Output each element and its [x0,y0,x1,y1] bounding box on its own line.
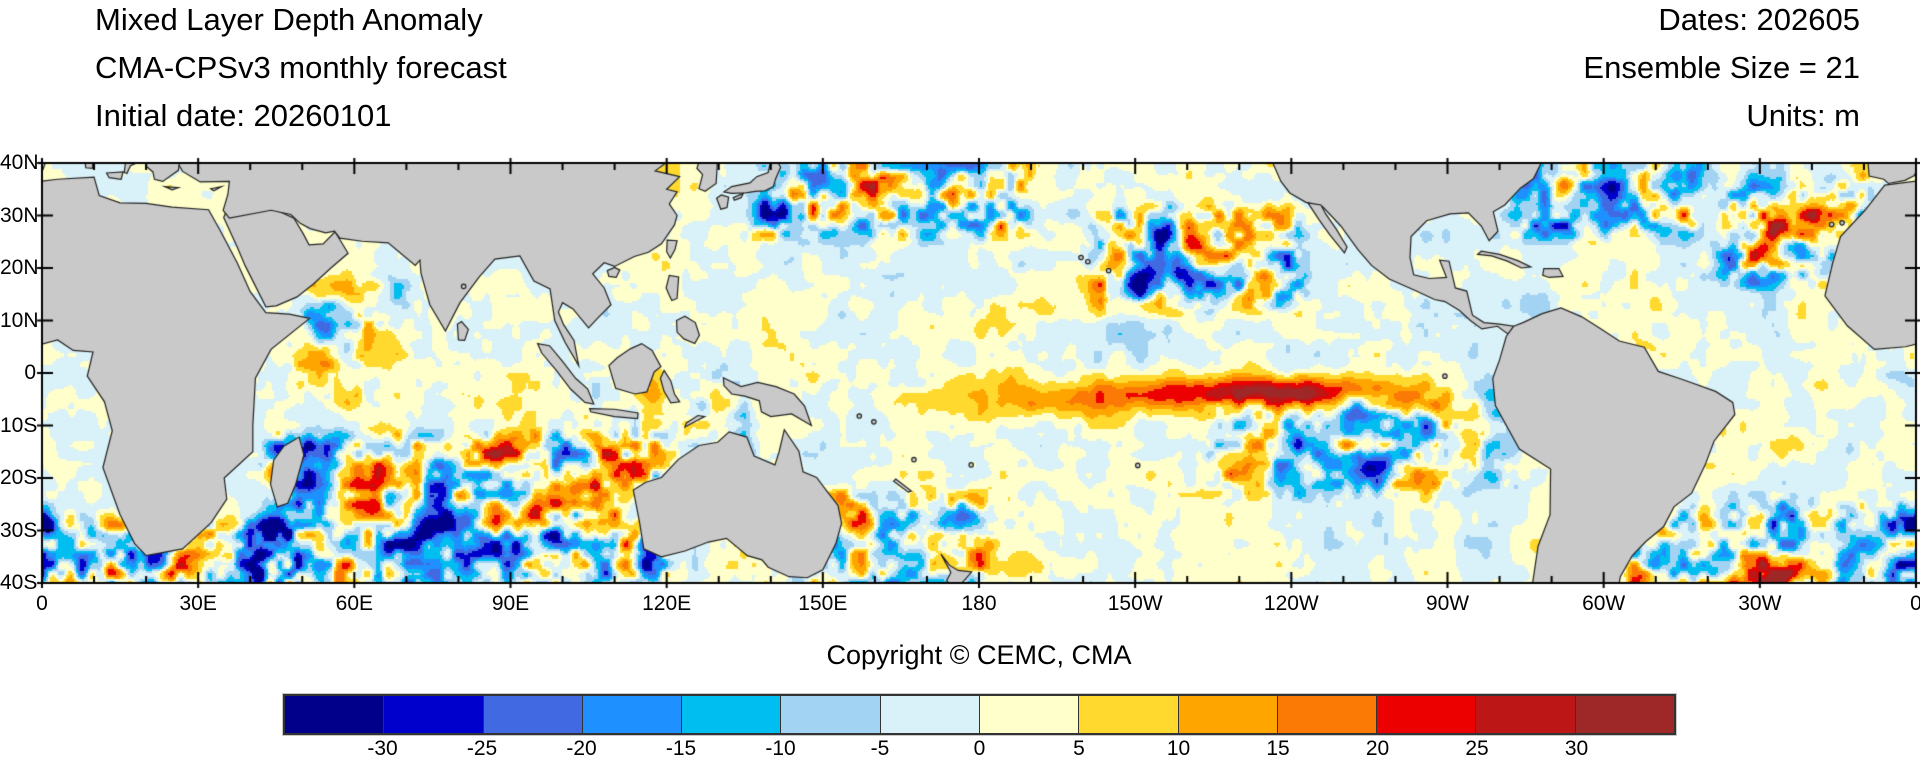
colorbar-tick-label: 15 [1266,737,1290,760]
colorbar-tick-label: 0 [973,737,986,760]
colorbar-cell [383,696,483,733]
colorbar-cell [978,696,1079,733]
lat-tick-label: 30N [0,203,39,227]
lon-tick-label: 30W [1738,592,1782,615]
lon-tick-label: 0 [36,592,48,615]
lon-tick-label: 120W [1263,592,1319,615]
chart-subtitle: CMA-CPSv3 monthly forecast [95,50,507,85]
lon-tick-label: 30E [179,592,217,615]
colorbar [283,694,1676,735]
colorbar-tick-label: -10 [765,737,796,760]
chart-title: Mixed Layer Depth Anomaly [95,2,483,37]
colorbar-tick-label: 5 [1073,737,1085,760]
map-canvas [32,153,1920,593]
colorbar-tick-label: -5 [870,737,890,760]
dates-label: Dates: 202605 [1658,2,1860,37]
lat-tick-label: 10S [0,413,38,437]
lon-tick-label: 150E [798,592,848,615]
lon-tick-label: 150W [1107,592,1163,615]
colorbar-cell [1078,696,1178,733]
colorbar-tick-label: -15 [665,737,697,760]
colorbar-cell [1475,696,1575,733]
lon-tick-label: 180 [961,592,997,615]
colorbar-cell [681,696,781,733]
lat-tick-label: 30S [0,518,38,542]
lat-tick-label: 10N [0,308,39,332]
ensemble-size-label: Ensemble Size = 21 [1583,50,1860,85]
colorbar-tick-label: -30 [367,737,398,760]
colorbar-cell [879,696,979,733]
lon-tick-label: 90E [491,592,530,615]
colorbar-tick-label: -25 [466,737,498,760]
colorbar-cell [1574,696,1674,733]
colorbar-tick-label: 20 [1365,737,1390,760]
colorbar-cell [285,696,384,733]
colorbar-cell [780,696,880,733]
lon-tick-label: 120E [642,592,692,615]
colorbar-cell [1276,696,1377,733]
lon-tick-label: 0 [1910,592,1920,615]
lon-tick-label: 60W [1582,592,1626,615]
colorbar-cell [581,696,682,733]
lon-tick-label: 90W [1425,592,1470,615]
lat-tick-label: 20N [0,256,39,279]
copyright-label: Copyright © CEMC, CMA [826,640,1132,670]
colorbar-tick-label: 25 [1465,737,1489,760]
initial-date-label: Initial date: 20260101 [95,98,392,133]
lat-tick-label: 40S [0,571,38,594]
colorbar-tick-label: 10 [1166,737,1191,760]
colorbar-cell [482,696,582,733]
lat-tick-label: 20S [0,466,38,489]
lat-tick-label: 0 [24,361,36,384]
colorbar-cell [1376,696,1476,733]
lon-tick-label: 60E [335,592,374,615]
units-label: Units: m [1746,98,1860,133]
colorbar-tick-label: -20 [566,737,597,760]
colorbar-tick-label: 30 [1564,737,1589,760]
lat-tick-label: 40N [0,151,39,174]
colorbar-cell [1177,696,1277,733]
